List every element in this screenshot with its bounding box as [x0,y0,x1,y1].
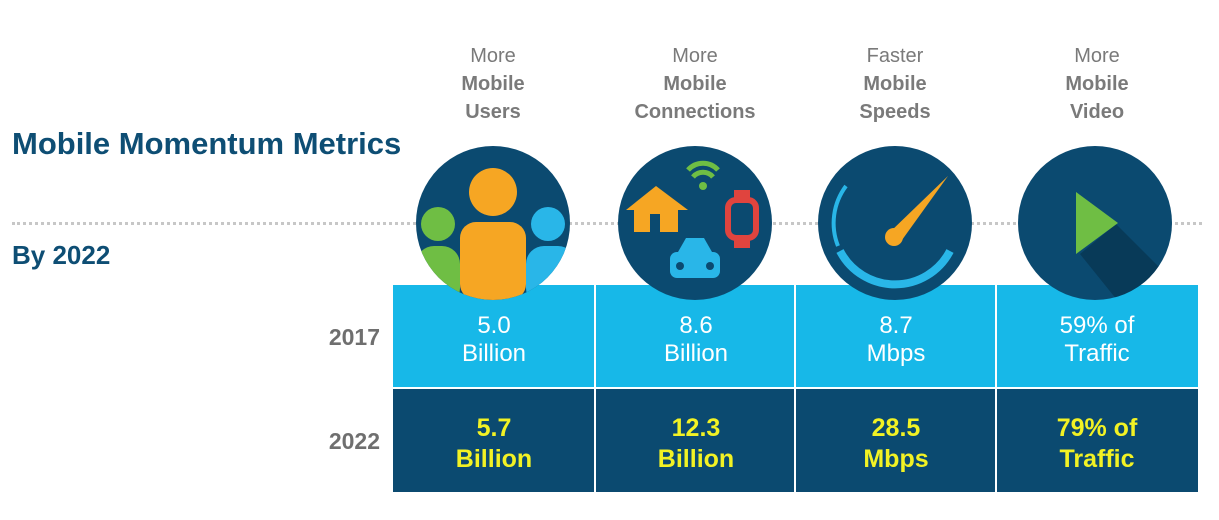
value-line1: 8.7 [879,312,913,339]
video-play-icon [1018,146,1172,300]
value-2022-speeds: 28.5 Mbps [796,413,996,475]
value-line1: 28.5 [871,414,921,442]
value-2017-users: 5.0 Billion [394,312,594,368]
value-line2: Mbps [863,445,929,473]
value-line2: Billion [461,340,527,367]
header-line-middle: Mobile [461,73,525,95]
value-2017-connections: 8.6 Billion [596,312,796,368]
value-line1: 12.3 [671,414,721,442]
page-subtitle: By 2022 [12,240,111,270]
header-line-bottom: Connections [634,101,756,123]
header-line-bottom: Video [1069,101,1125,123]
column-header-connections: More Mobile Connections [595,42,795,126]
speedometer-icon [818,146,972,300]
header-line-top: More [672,45,718,67]
value-line2: Billion [663,340,729,367]
header-line-top: More [470,45,516,67]
value-line2: Billion [657,445,735,473]
value-line1: 59% of [1059,312,1135,339]
users-icon [416,146,570,300]
header-line-top: Faster [866,45,924,67]
value-2022-users: 5.7 Billion [394,413,594,475]
header-line-middle: Mobile [863,73,927,95]
header-line-bottom: Users [465,101,521,123]
value-line2: Mbps [866,340,926,367]
title-text: Mobile Momentum Metrics [12,126,402,161]
value-2017-video: 59% of Traffic [997,312,1197,368]
header-line-middle: Mobile [1065,73,1129,95]
column-separator [794,285,796,492]
value-line2: Traffic [1059,445,1135,473]
row-label-2022: 2022 [328,428,380,454]
value-line1: 8.6 [679,312,713,339]
column-separator [594,285,596,492]
value-line2: Billion [455,445,533,473]
value-2022-connections: 12.3 Billion [596,413,796,475]
row-label-2017: 2017 [328,324,380,350]
column-header-video: More Mobile Video [997,42,1197,126]
value-line1: 5.7 [476,414,512,442]
dotted-divider [12,222,1202,225]
value-line1: 5.0 [477,312,511,339]
header-line-middle: Mobile [663,73,727,95]
column-header-users: More Mobile Users [393,42,593,126]
column-separator [995,285,997,492]
header-line-top: More [1074,45,1120,67]
devices-icon [618,146,772,300]
page-title: Mobile Momentum Metrics [12,124,401,164]
value-2017-speeds: 8.7 Mbps [796,312,996,368]
header-line-bottom: Speeds [859,101,931,123]
value-2022-video: 79% of Traffic [997,413,1197,475]
value-line1: 79% of [1056,414,1138,442]
value-line2: Traffic [1064,340,1130,367]
column-header-speeds: Faster Mobile Speeds [795,42,995,126]
